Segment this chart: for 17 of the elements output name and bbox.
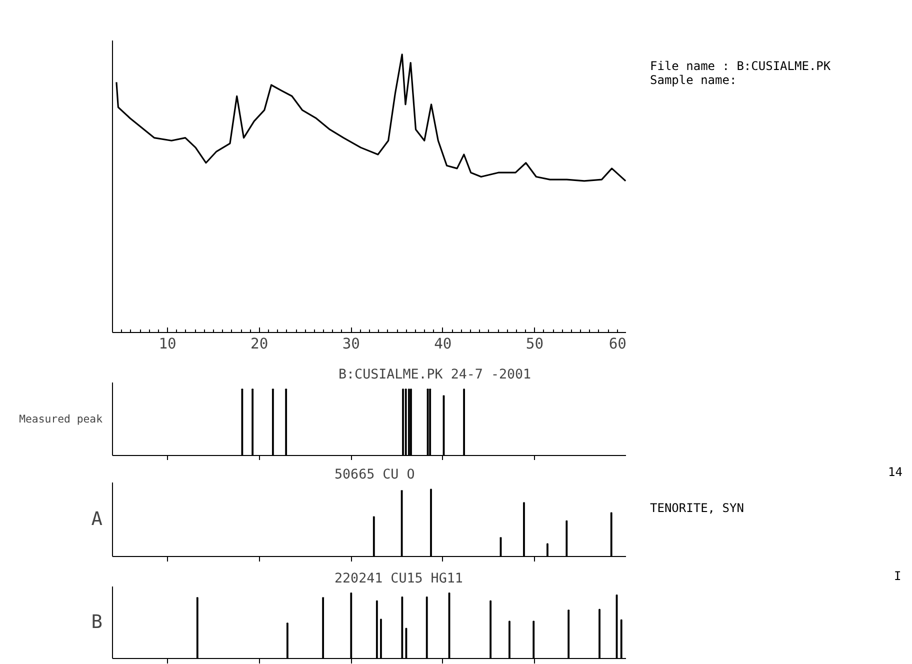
- text: B:CUSIALME.PK 24-7 -2001: [338, 368, 532, 382]
- y-axis-title: A: [91, 509, 102, 530]
- x-tick-label: 30: [342, 336, 360, 352]
- text: TENORITE, SYN: [650, 500, 744, 517]
- text: Sample name:: [650, 72, 737, 89]
- text: 50665 CU O: [334, 468, 415, 482]
- text: File name : B:CUSIALME.PK: [650, 58, 831, 74]
- x-tick-label: 50: [526, 336, 544, 352]
- y-axis-title: Measured peak: [19, 412, 104, 426]
- y-axis-title: B: [91, 612, 102, 633]
- x-tick-label: 60: [608, 336, 627, 352]
- text: 14: [888, 464, 902, 481]
- x-tick-label: 40: [434, 336, 452, 352]
- x-tick-label: 10: [158, 336, 176, 352]
- text: 220241 CU15 HG11: [334, 572, 463, 586]
- text: I: [894, 568, 902, 585]
- x-tick-label: 20: [250, 336, 268, 352]
